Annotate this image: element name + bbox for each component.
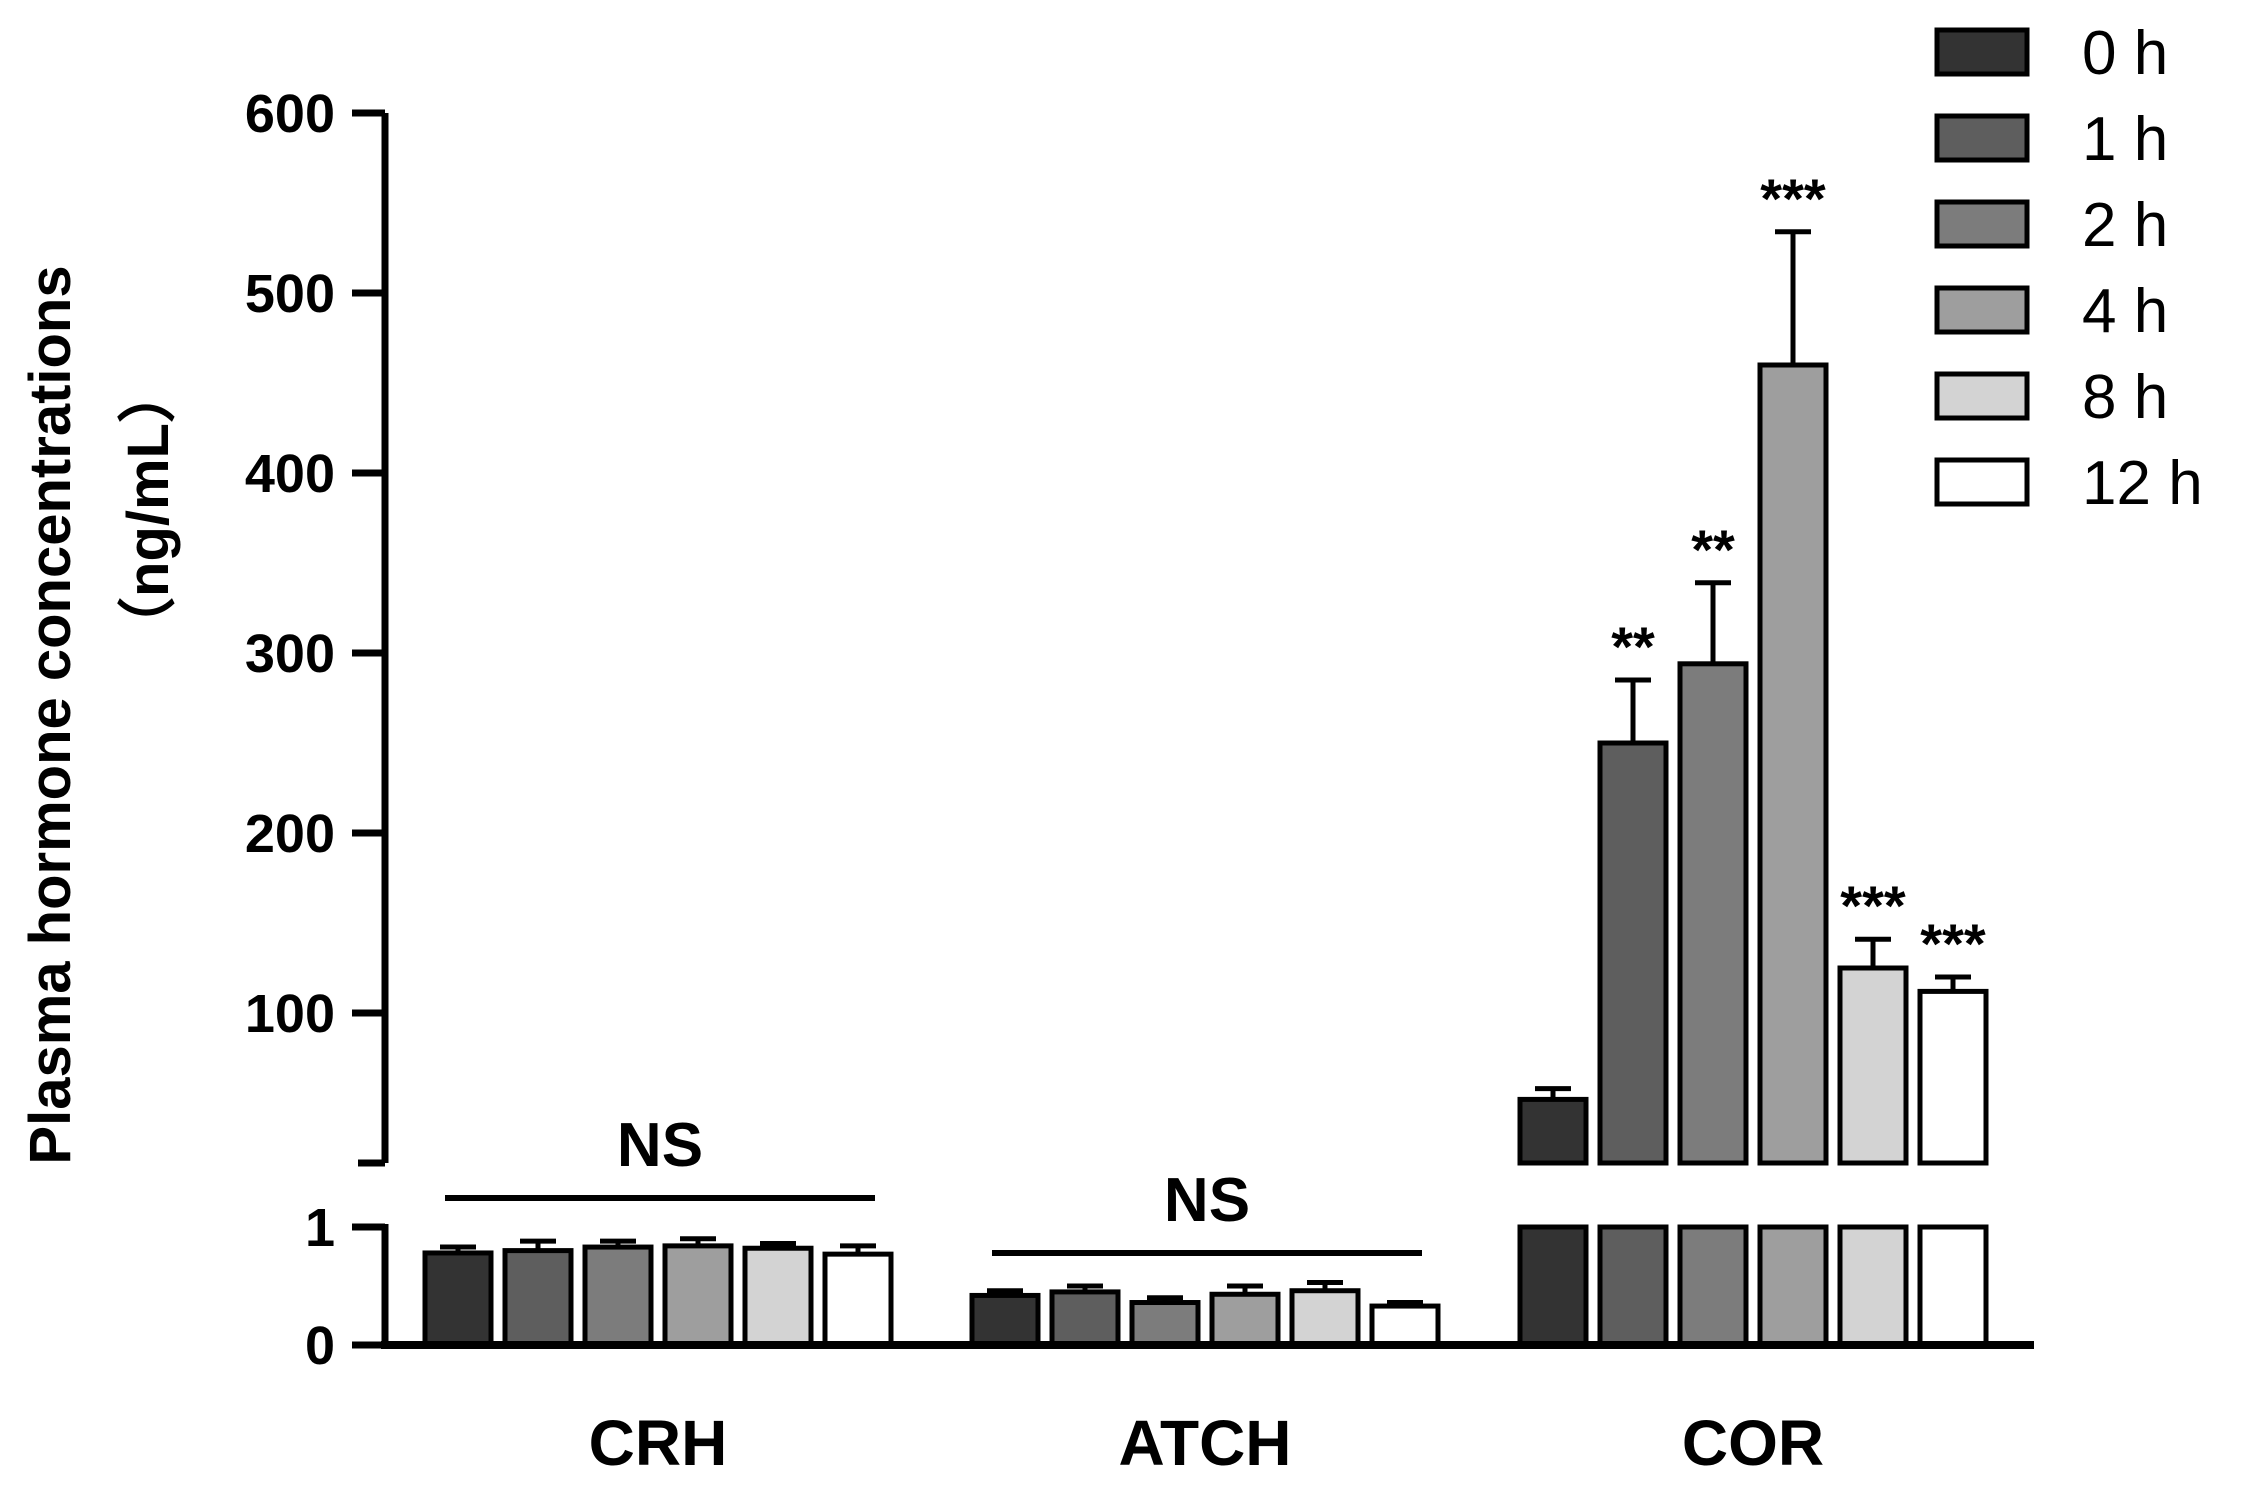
significance-label: *** [1760,167,1826,230]
legend-swatch-4h [1934,285,2030,335]
bar-COR-8h-upper [1837,965,1909,1166]
y-axis-unit: （ng/mL） [116,365,181,655]
legend-swatch-1h [1934,113,2030,163]
bar-COR-2h-upper [1677,661,1749,1166]
bar-COR-0h-upper [1517,1096,1589,1166]
bar-ATCH-12h [1369,1303,1441,1348]
bar-COR-4h-lower [1757,1224,1829,1348]
bar-ATCH-0h [969,1292,1041,1348]
y-tick-label: 500 [245,264,335,324]
group-label: NS [617,1111,703,1180]
y-tick-label: 200 [245,804,335,864]
legend-swatch-0h [1934,27,2030,77]
legend-label: 12 h [2082,449,2203,518]
significance-label: *** [1920,912,1986,975]
bar-COR-1h-upper [1597,740,1669,1166]
y-tick-label: 0 [305,1316,335,1376]
legend: 0 h 1 h 2 h 4 h 8 h 12 h [1934,19,2203,518]
bar-CRH-2h [582,1244,654,1348]
axes-layer: CRH ATCH COR 0 1 100 200 300 400 500 600 [245,84,2034,1479]
y-tick-label: 100 [245,984,335,1044]
bar-CRH-4h [662,1243,734,1348]
significance-label: ** [1611,615,1655,678]
y-tick-label: 1 [305,1198,335,1258]
legend-swatch-2h [1934,199,2030,249]
significance-label: *** [1840,874,1906,937]
y-tick-label: 600 [245,84,335,144]
bar-COR-0h-lower [1517,1224,1589,1348]
legend-label: 2 h [2082,191,2168,260]
bar-COR-8h-lower [1837,1224,1909,1348]
bar-CRH-0h [422,1250,494,1348]
legend-label: 0 h [2082,19,2168,88]
bar-COR-2h-lower [1677,1224,1749,1348]
significance-label: ** [1691,518,1735,581]
legend-label: 4 h [2082,277,2168,346]
bar-CRH-8h [742,1245,814,1348]
y-tick-label: 400 [245,444,335,504]
legend-swatch-12h [1934,457,2030,507]
y-axis-label: Plasma hormone concentrations [18,265,83,1164]
legend-label: 1 h [2082,105,2168,174]
bar-COR-12h-upper [1917,988,1989,1166]
bar-ATCH-4h [1209,1291,1281,1348]
x-tick-label: ATCH [1119,1407,1292,1479]
bar-ATCH-2h [1129,1300,1201,1348]
bar-CRH-12h [822,1251,894,1348]
bar-CRH-1h [502,1248,574,1348]
y-tick-label: 300 [245,624,335,684]
x-tick-label: CRH [589,1407,728,1479]
legend-swatch-8h [1934,371,2030,421]
bar-COR-1h-lower [1597,1224,1669,1348]
bar-COR-4h-upper [1757,362,1829,1166]
bar-COR-12h-lower [1917,1224,1989,1348]
bar-ATCH-1h [1049,1289,1121,1348]
group-label: NS [1164,1166,1250,1235]
legend-label: 8 h [2082,363,2168,432]
bar-ATCH-8h [1289,1288,1361,1348]
x-tick-label: COR [1682,1407,1824,1479]
